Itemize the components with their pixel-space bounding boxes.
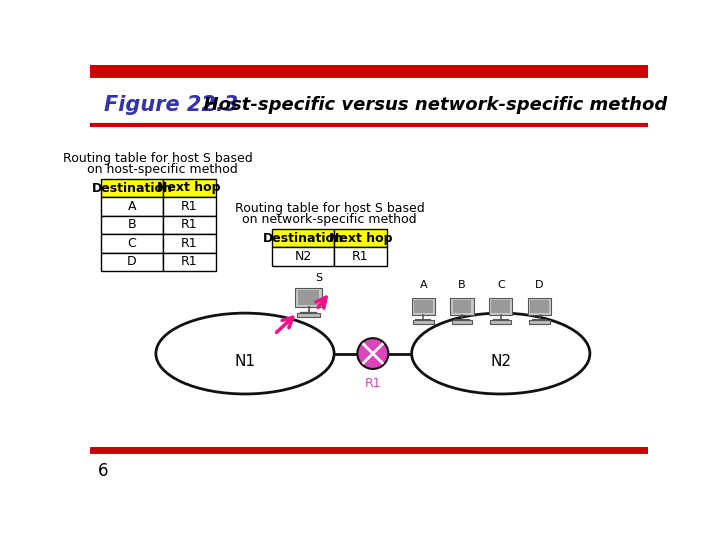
- Text: A: A: [127, 200, 136, 213]
- Text: D: D: [535, 280, 544, 289]
- Text: B: B: [458, 280, 466, 289]
- Text: R1: R1: [181, 255, 197, 268]
- Bar: [453, 300, 472, 313]
- Bar: [334, 229, 387, 247]
- Bar: [414, 300, 433, 313]
- Bar: [272, 229, 334, 247]
- Bar: [529, 320, 550, 324]
- Text: A: A: [420, 280, 427, 289]
- Bar: [163, 234, 215, 253]
- Ellipse shape: [412, 313, 590, 394]
- Text: B: B: [127, 219, 136, 232]
- Text: R1: R1: [181, 237, 197, 250]
- Text: Figure 22.3: Figure 22.3: [104, 95, 238, 115]
- Text: Destination: Destination: [91, 181, 172, 194]
- Bar: [163, 197, 215, 215]
- Bar: [412, 298, 435, 315]
- Bar: [163, 179, 215, 197]
- Text: N2: N2: [490, 354, 511, 369]
- Bar: [101, 253, 163, 271]
- Text: R1: R1: [352, 250, 369, 263]
- Text: R1: R1: [181, 200, 197, 213]
- Text: R1: R1: [181, 219, 197, 232]
- Text: Next hop: Next hop: [158, 181, 221, 194]
- Text: S: S: [315, 273, 322, 283]
- Text: C: C: [127, 237, 136, 250]
- Bar: [101, 215, 163, 234]
- Bar: [101, 179, 163, 197]
- Ellipse shape: [156, 313, 334, 394]
- Text: on network-specific method: on network-specific method: [242, 213, 417, 226]
- Text: Host-specific versus network-specific method: Host-specific versus network-specific me…: [191, 96, 667, 114]
- Text: Routing table for host S based: Routing table for host S based: [63, 152, 253, 165]
- Text: 6: 6: [98, 462, 108, 481]
- Bar: [490, 320, 511, 324]
- Circle shape: [357, 338, 388, 369]
- Bar: [163, 253, 215, 271]
- Bar: [297, 313, 320, 318]
- Bar: [451, 298, 474, 315]
- Bar: [413, 320, 433, 324]
- Bar: [101, 197, 163, 215]
- Bar: [489, 298, 513, 315]
- Bar: [163, 215, 215, 234]
- Text: C: C: [497, 280, 505, 289]
- Text: on host-specific method: on host-specific method: [78, 163, 238, 176]
- Text: N2: N2: [294, 250, 312, 263]
- Text: Destination: Destination: [263, 232, 343, 245]
- Bar: [295, 288, 322, 307]
- Bar: [334, 247, 387, 266]
- Bar: [451, 320, 472, 324]
- Bar: [528, 298, 551, 315]
- Bar: [530, 300, 549, 313]
- Text: Next hop: Next hop: [329, 232, 392, 245]
- Text: R1: R1: [364, 377, 381, 390]
- Bar: [298, 291, 319, 305]
- Bar: [101, 234, 163, 253]
- Bar: [272, 247, 334, 266]
- Bar: [492, 300, 510, 313]
- Text: N1: N1: [235, 354, 256, 369]
- Text: D: D: [127, 255, 137, 268]
- Text: Routing table for host S based: Routing table for host S based: [235, 202, 424, 215]
